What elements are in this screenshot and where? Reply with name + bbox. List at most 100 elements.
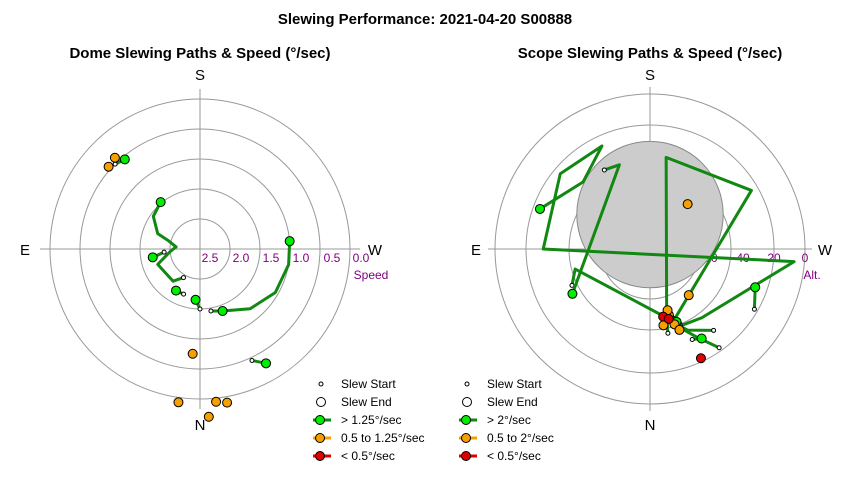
slew-end-point — [217, 306, 228, 317]
legend-label: < 0.5°/sec — [487, 449, 541, 463]
legend-label: 0.5 to 2°/sec — [487, 431, 554, 445]
legend-label: Slew Start — [341, 377, 396, 391]
slew-start-point — [716, 345, 722, 351]
slew-start-point — [112, 161, 118, 167]
slew-start-point — [711, 327, 717, 333]
legend-end-marker — [316, 397, 326, 407]
legend-fast: > 1.25°/sec — [313, 413, 402, 427]
scope-legend: Slew Start Slew End > 2°/sec 0.5 to 2°/s… — [459, 377, 554, 463]
legend-slew-end: Slew End — [462, 395, 538, 409]
legend-label: Slew End — [487, 395, 538, 409]
legend-fast: > 2°/sec — [459, 413, 531, 427]
slew-point — [222, 397, 233, 408]
scope-alt-label: Alt. — [803, 268, 820, 282]
scope-cardinal-n: N — [645, 417, 656, 434]
slew-start-point — [161, 249, 167, 255]
legend-slew-end: Slew End — [316, 395, 392, 409]
slew-point — [695, 353, 706, 364]
dome-cardinal-e: E — [20, 242, 30, 259]
slew-end-point — [567, 288, 578, 299]
legend-label: > 1.25°/sec — [341, 413, 402, 427]
scope-tick: 0 — [802, 251, 809, 265]
slew-point — [674, 324, 685, 335]
legend-slow-marker — [461, 451, 471, 461]
slew-end-point — [696, 333, 707, 344]
legend-slow: < 0.5°/sec — [313, 449, 395, 463]
legend-medium: 0.5 to 2°/sec — [459, 431, 554, 445]
dome-speed-label: Speed — [354, 268, 389, 282]
slew-end-point — [147, 252, 158, 263]
slew-point — [109, 152, 120, 163]
scope-marks — [534, 140, 796, 364]
legend-fast-marker — [315, 415, 325, 425]
legend-label: Slew Start — [487, 377, 542, 391]
slew-start-point — [569, 282, 575, 288]
dome-marks — [103, 152, 295, 422]
dome-tick: 2.0 — [233, 251, 250, 265]
legend-slew-start: Slew Start — [318, 377, 396, 391]
slew-end-point — [284, 236, 295, 247]
slew-point — [203, 411, 214, 422]
scope-chart: Scope Slewing Paths & Speed (°/sec) S E … — [459, 45, 833, 463]
slew-start-point — [197, 306, 203, 312]
legend-label: 0.5 to 1.25°/sec — [341, 431, 425, 445]
slew-end-point — [534, 203, 545, 214]
slew-point — [683, 290, 694, 301]
legend-fast-marker — [461, 415, 471, 425]
slew-start-point — [751, 306, 757, 312]
dome-cardinal-s: S — [195, 67, 205, 84]
slew-end-point — [155, 197, 166, 208]
zenith-exclusion-zone — [576, 140, 724, 289]
legend-slow-marker — [315, 451, 325, 461]
slew-point — [173, 397, 184, 408]
slew-end-point — [190, 294, 201, 305]
legend-label: < 0.5°/sec — [341, 449, 395, 463]
slew-start-point — [208, 308, 214, 314]
scope-cardinal-w: W — [818, 242, 833, 259]
slew-start-point — [689, 337, 695, 343]
legend-start-marker — [318, 381, 324, 387]
legend-end-marker — [462, 397, 472, 407]
scope-title: Scope Slewing Paths & Speed (°/sec) — [518, 45, 782, 62]
dome-tick: 0.5 — [324, 251, 341, 265]
dome-cardinal-w: W — [368, 242, 383, 259]
legend-label: Slew End — [341, 395, 392, 409]
slew-path — [539, 144, 796, 350]
dome-tick: 0.0 — [353, 251, 370, 265]
figure-title: Slewing Performance: 2021-04-20 S00888 — [278, 11, 572, 28]
dome-cardinal-n: N — [195, 417, 206, 434]
dome-legend: Slew Start Slew End > 1.25°/sec 0.5 to 1… — [313, 377, 425, 463]
legend-slow: < 0.5°/sec — [459, 449, 541, 463]
slew-start-point — [601, 167, 607, 173]
slew-end-point — [171, 285, 181, 296]
scope-tick: 20 — [767, 251, 781, 265]
dome-tick: 2.5 — [202, 251, 219, 265]
dome-tick: 1.5 — [263, 251, 280, 265]
legend-label: > 2°/sec — [487, 413, 531, 427]
dome-tick: 1.0 — [293, 251, 310, 265]
slew-path — [222, 241, 292, 313]
slew-start-point — [181, 275, 186, 281]
slew-point — [211, 396, 222, 407]
scope-cardinal-s: S — [645, 67, 655, 84]
dome-speed-ticks: 2.5 2.0 1.5 1.0 0.5 0.0 Speed — [202, 251, 389, 282]
dome-grid — [40, 89, 360, 409]
dome-chart: Dome Slewing Paths & Speed (°/sec) S E W… — [20, 45, 425, 463]
slew-start-point — [665, 330, 671, 336]
slew-point — [187, 348, 198, 359]
scope-cardinal-e: E — [471, 242, 481, 259]
slew-path — [151, 201, 184, 283]
slew-start-point — [181, 291, 187, 297]
slew-point — [682, 199, 693, 210]
legend-slew-start: Slew Start — [464, 377, 542, 391]
slew-point — [103, 161, 114, 172]
slew-path — [570, 267, 670, 321]
slew-point — [663, 313, 674, 324]
legend-medium-marker — [461, 433, 471, 443]
dome-title: Dome Slewing Paths & Speed (°/sec) — [69, 45, 330, 62]
slew-end-point — [261, 358, 271, 369]
legend-medium-marker — [315, 433, 325, 443]
slew-path — [571, 163, 621, 295]
slew-end-point — [119, 154, 130, 165]
